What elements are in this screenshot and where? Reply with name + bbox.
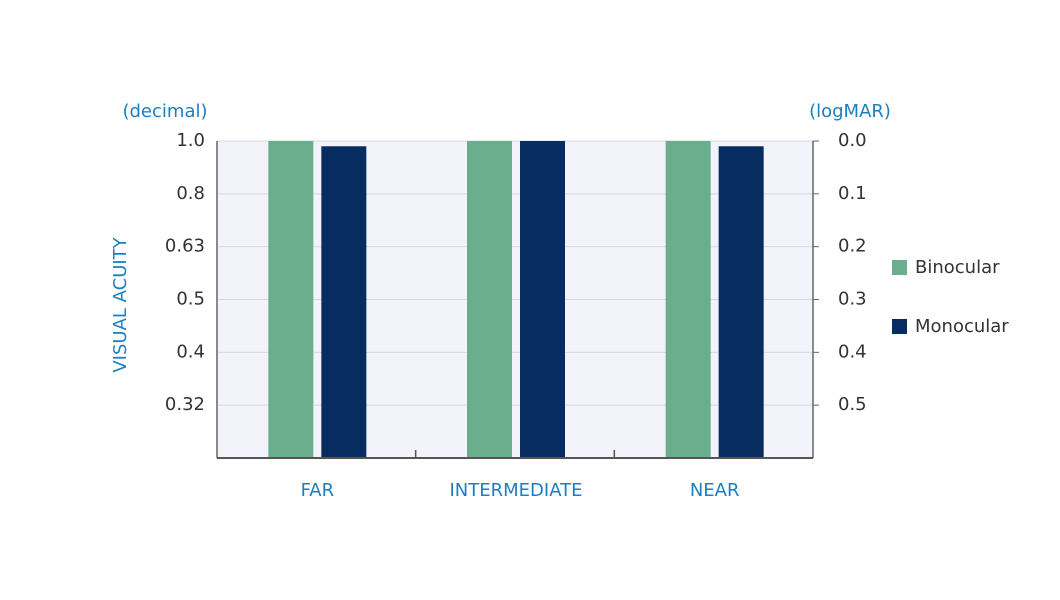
x-tick-label: NEAR <box>690 480 740 501</box>
bar <box>665 141 711 458</box>
y2-tick-label: 0.1 <box>838 183 867 204</box>
y2-tick-label: 0.0 <box>838 130 867 151</box>
y-axis-label: VISUAL ACUITY <box>110 236 131 372</box>
x-tick-label: INTERMEDIATE <box>449 480 582 501</box>
bar <box>268 141 314 458</box>
y2-unit: (logMAR) <box>809 101 891 122</box>
y2-tick-label: 0.5 <box>838 394 867 415</box>
bar <box>321 146 367 459</box>
y-tick-label: 0.8 <box>176 183 205 204</box>
y-tick-label: 0.63 <box>165 236 205 257</box>
bar <box>467 141 512 458</box>
x-tick-label: FAR <box>301 480 335 501</box>
bar <box>520 141 565 458</box>
y2-tick-label: 0.2 <box>838 236 867 257</box>
y2-tick-label: 0.4 <box>838 341 867 362</box>
legend-swatch <box>892 260 907 275</box>
y-tick-label: 0.32 <box>165 394 205 415</box>
y-tick-label: 0.5 <box>176 289 205 310</box>
y-tick-label: 0.4 <box>176 341 205 362</box>
y2-tick-label: 0.3 <box>838 289 867 310</box>
legend-label: Binocular <box>915 257 1000 278</box>
y-unit: (decimal) <box>122 101 207 122</box>
legend-swatch <box>892 319 907 334</box>
y-tick-label: 1.0 <box>176 130 205 151</box>
legend-label: Monocular <box>915 316 1009 337</box>
bar <box>718 146 764 459</box>
